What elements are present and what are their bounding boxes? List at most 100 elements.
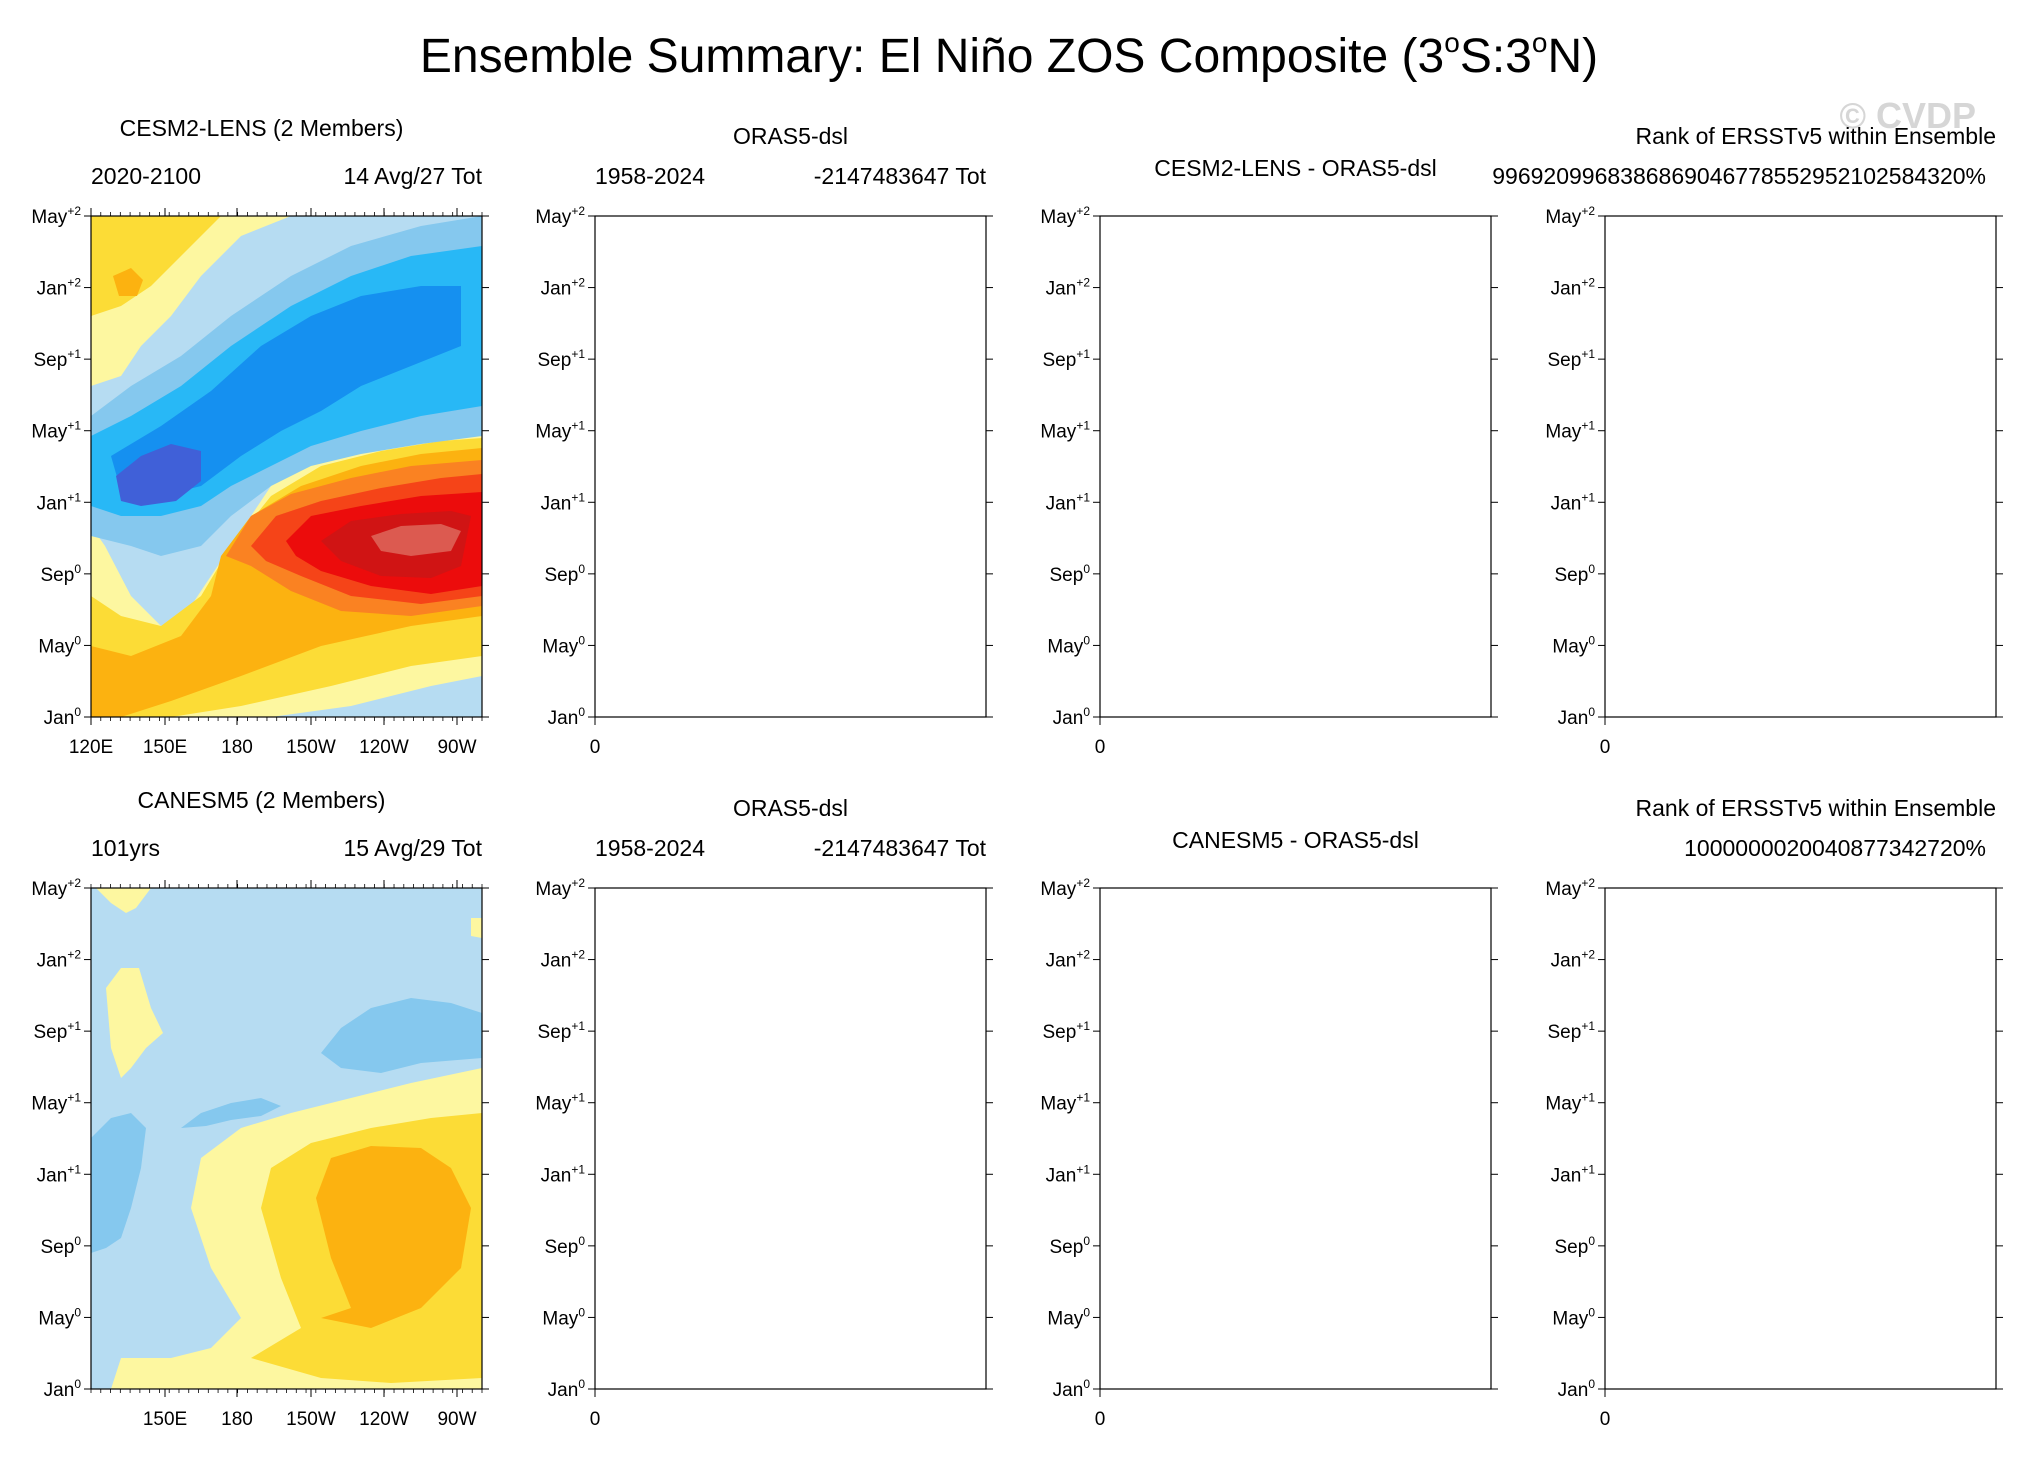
y-tick-sup: +1	[1076, 490, 1090, 504]
y-tick-month: Jan	[37, 951, 68, 972]
y-tick-label: Sep+1	[538, 347, 586, 371]
x-tick-label: 0	[590, 737, 601, 758]
y-tick-sup: 0	[1588, 1234, 1595, 1248]
y-tick-month: Sep	[1043, 1022, 1077, 1043]
y-tick-label: Jan+1	[1046, 1162, 1091, 1186]
y-tick-sup: 0	[1083, 633, 1090, 647]
y-tick-label: Sep0	[545, 1234, 586, 1258]
y-tick-month: Jan	[1046, 1165, 1077, 1186]
y-tick-label: May+1	[1040, 1091, 1090, 1115]
panel-frame	[1099, 215, 1492, 718]
y-tick-label: Sep+1	[34, 1019, 82, 1043]
y-tick-label: May+1	[535, 1091, 585, 1115]
y-tick-sup: 0	[1083, 1234, 1090, 1248]
y-tick-label: May+2	[31, 204, 81, 228]
y-tick-sup: +1	[1581, 419, 1595, 433]
y-tick-sup: +2	[1076, 276, 1090, 290]
y-tick-sup: 0	[578, 633, 585, 647]
y-tick-sup: +1	[571, 347, 585, 361]
y-tick-month: Jan	[1551, 493, 1582, 514]
y-tick-month: May	[1545, 1094, 1581, 1115]
y-tick-month: May	[1040, 879, 1076, 900]
x-tick-label: 150E	[143, 737, 187, 758]
y-tick-sup: +1	[67, 419, 81, 433]
y-tick-month: Jan	[44, 708, 75, 729]
x-tick-label: 90W	[437, 1409, 476, 1430]
y-tick-label: Jan+2	[1551, 276, 1596, 300]
y-tick-month: May	[1040, 207, 1076, 228]
y-tick-label: May+1	[1545, 1091, 1595, 1115]
y-tick-sup: +1	[1076, 419, 1090, 433]
diff-title: CANESM5 - ORAS5-dsl	[1172, 827, 1419, 853]
y-tick-label: Jan+2	[1551, 948, 1596, 972]
y-tick-month: Sep	[545, 1237, 579, 1258]
y-tick-label: May+1	[31, 419, 81, 443]
y-tick-month: May	[535, 879, 571, 900]
y-tick-label: Sep+1	[1548, 1019, 1596, 1043]
contour-mid-neg1	[181, 1098, 281, 1128]
x-tick-label: 120E	[69, 737, 113, 758]
y-tick-month: May	[38, 1308, 74, 1329]
y-tick-label: Jan+2	[1046, 948, 1091, 972]
y-tick-sup: 0	[1083, 1377, 1090, 1391]
y-tick-label: May0	[1552, 1305, 1595, 1329]
y-tick-month: Sep	[1555, 565, 1589, 586]
y-tick-label: May0	[542, 633, 585, 657]
contour-left-neg1	[91, 1113, 146, 1253]
y-tick-month: Jan	[1046, 279, 1077, 300]
y-tick-month: May	[1545, 422, 1581, 443]
y-tick-month: Sep	[34, 1022, 68, 1043]
y-tick-month: May	[535, 1094, 571, 1115]
y-tick-month: May	[1047, 1308, 1083, 1329]
y-tick-month: Sep	[1548, 350, 1582, 371]
panel-frame	[594, 215, 987, 718]
y-tick-month: Jan	[44, 1380, 75, 1401]
y-tick-label: Sep+1	[34, 347, 82, 371]
y-tick-label: Jan0	[548, 705, 586, 729]
y-tick-label: May0	[1047, 1305, 1090, 1329]
y-tick-sup: +2	[571, 276, 585, 290]
y-tick-label: Jan0	[1558, 1377, 1596, 1401]
y-tick-sup: +2	[67, 876, 81, 890]
y-tick-month: May	[38, 636, 74, 657]
y-tick-label: Sep+1	[1548, 347, 1596, 371]
y-tick-label: Jan+2	[37, 276, 82, 300]
y-tick-label: Jan+1	[1551, 490, 1596, 514]
y-tick-sup: +1	[1581, 1091, 1595, 1105]
y-tick-label: Jan+1	[1551, 1162, 1596, 1186]
y-tick-label: May+2	[1545, 876, 1595, 900]
y-tick-month: Jan	[541, 493, 572, 514]
y-tick-sup: +2	[1076, 204, 1090, 218]
y-tick-label: Jan+1	[541, 490, 586, 514]
y-tick-sup: +2	[1581, 948, 1595, 962]
y-tick-month: May	[1552, 636, 1588, 657]
contour-right-pos0	[471, 918, 482, 938]
y-tick-month: Jan	[1053, 708, 1084, 729]
y-tick-sup: +2	[571, 948, 585, 962]
y-tick-sup: 0	[74, 633, 81, 647]
cvdp-watermark: © CVDP	[1839, 95, 1976, 136]
y-tick-label: Sep0	[1555, 562, 1596, 586]
y-tick-label: May+2	[1545, 204, 1595, 228]
x-tick-label: 180	[221, 1409, 253, 1430]
y-tick-sup: 0	[1588, 633, 1595, 647]
x-tick-label: 0	[590, 1409, 601, 1430]
y-tick-label: Jan+2	[37, 948, 82, 972]
contour-right-neg1	[321, 998, 482, 1073]
y-tick-sup: +2	[1076, 948, 1090, 962]
obs-count-label: -2147483647 Tot	[814, 835, 987, 861]
x-tick-label: 150E	[143, 1409, 187, 1430]
y-tick-label: May+1	[535, 419, 585, 443]
y-tick-sup: +1	[571, 419, 585, 433]
y-tick-sup: +1	[67, 490, 81, 504]
y-tick-month: Jan	[1551, 1165, 1582, 1186]
rank-value: 996920996838686904677855295210258432­0%	[1492, 163, 1986, 189]
diff-title: CESM2-LENS - ORAS5-dsl	[1154, 155, 1436, 181]
y-tick-sup: +2	[1581, 876, 1595, 890]
y-tick-sup: 0	[1083, 1305, 1090, 1319]
y-tick-label: Sep0	[41, 562, 82, 586]
y-tick-month: May	[542, 636, 578, 657]
y-tick-sup: 0	[74, 1234, 81, 1248]
y-tick-sup: 0	[578, 1305, 585, 1319]
contour-ul-pos0	[96, 888, 151, 913]
